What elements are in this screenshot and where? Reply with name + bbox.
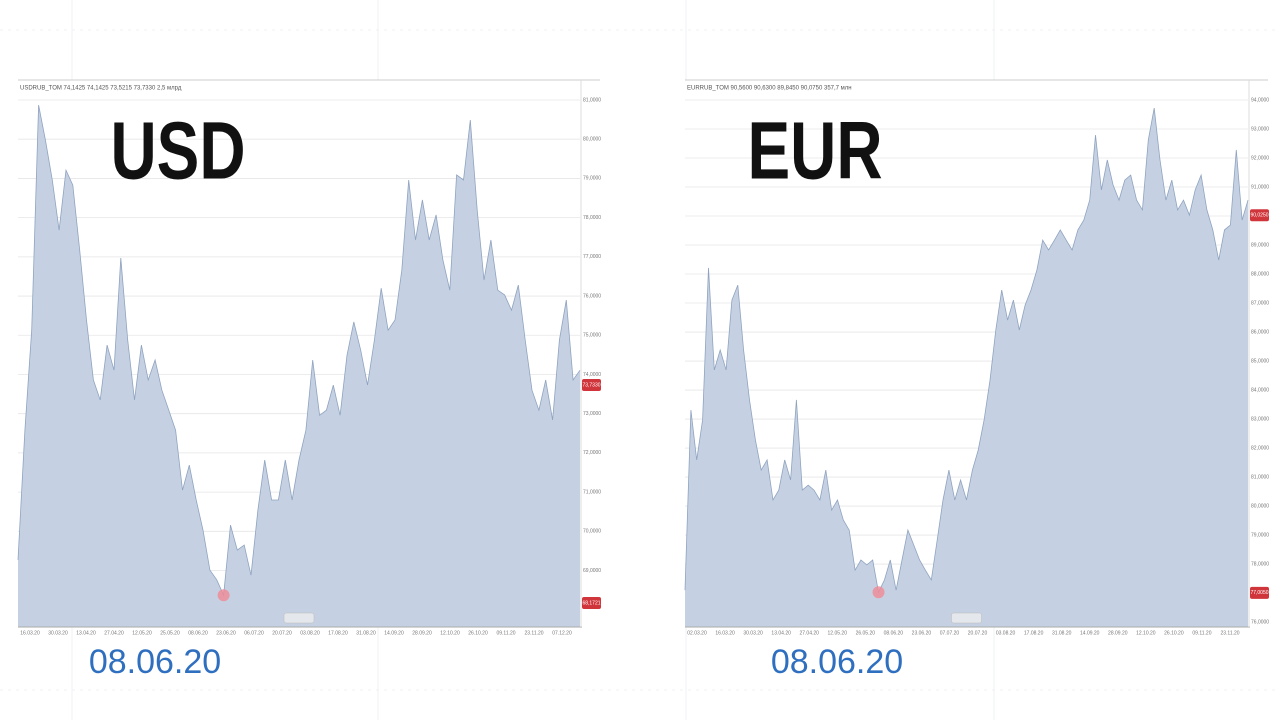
area-line xyxy=(17,105,581,597)
x-tick-label: 08.06.20 xyxy=(188,630,208,636)
low-marker xyxy=(872,586,885,599)
x-tick-label: 23.11.20 xyxy=(1220,630,1239,636)
x-tick-label: 27.04.20 xyxy=(104,630,124,636)
x-tick-label: 14.09.20 xyxy=(384,630,404,636)
x-tick-label: 13.04.20 xyxy=(771,630,791,636)
x-tick-label: 03.08.20 xyxy=(300,630,320,636)
y-tick-label: 81,0000 xyxy=(583,97,601,103)
x-tick-label: 27.04.20 xyxy=(799,630,819,636)
x-tick-label: 28.09.20 xyxy=(412,630,432,636)
x-tick-label: 26.10.20 xyxy=(1164,630,1184,636)
low-marker xyxy=(217,589,230,602)
y-tick-label: 79,0000 xyxy=(1251,532,1269,538)
y-tick-label: 69,0000 xyxy=(583,568,601,574)
x-tick-label: 14.09.20 xyxy=(1080,630,1100,636)
y-tick-label: 76,0000 xyxy=(1251,619,1269,625)
chart-title: USD xyxy=(110,104,245,197)
x-tick-label: 17.08.20 xyxy=(328,630,348,636)
y-tick-label: 92,0000 xyxy=(1251,155,1269,161)
area-line xyxy=(684,108,1249,594)
price-tag-label: 77,0050 xyxy=(1250,590,1268,596)
x-tick-label: 23.06.20 xyxy=(912,630,932,636)
y-tick-label: 94,0000 xyxy=(1251,97,1269,103)
x-tick-label: 16.03.20 xyxy=(715,630,735,636)
x-tick-label: 03.08.20 xyxy=(996,630,1016,636)
date-caption: 08.06.20 xyxy=(89,643,221,681)
x-tick-label: 26.05.20 xyxy=(856,630,876,636)
y-tick-label: 78,0000 xyxy=(1251,561,1269,567)
scroll-control xyxy=(283,612,315,624)
x-tick-label: 28.09.20 xyxy=(1108,630,1128,636)
scroll-control xyxy=(951,612,982,624)
x-tick-label: 16.03.20 xyxy=(20,630,40,636)
x-tick-label: 02.03.20 xyxy=(687,630,707,636)
x-tick-label: 23.11.20 xyxy=(524,630,543,636)
y-tick-label: 71,0000 xyxy=(583,489,601,495)
x-tick-label: 31.08.20 xyxy=(1052,630,1072,636)
y-tick-label: 70,0000 xyxy=(583,529,601,535)
price-tag-label: 73,7330 xyxy=(582,382,600,388)
x-tick-label: 08.06.20 xyxy=(884,630,904,636)
x-tick-label: 23.06.20 xyxy=(216,630,236,636)
y-tick-label: 82,0000 xyxy=(1251,445,1269,451)
y-tick-label: 73,0000 xyxy=(583,411,601,417)
y-tick-label: 76,0000 xyxy=(583,293,601,299)
date-caption: 08.06.20 xyxy=(771,643,903,681)
x-tick-label: 13.04.20 xyxy=(76,630,96,636)
x-tick-label: 31.08.20 xyxy=(356,630,376,636)
price-tag xyxy=(1250,209,1269,222)
chart-header: USDRUB_TOM 74,1425 74,1425 73,5215 73,73… xyxy=(20,86,182,92)
chart-title: EUR xyxy=(747,104,882,197)
price-tag xyxy=(1250,586,1269,599)
y-tick-label: 86,0000 xyxy=(1251,329,1269,335)
x-tick-label: 17.08.20 xyxy=(1024,630,1044,636)
y-tick-label: 87,0000 xyxy=(1251,300,1269,306)
y-tick-label: 72,0000 xyxy=(583,450,601,456)
price-tag xyxy=(582,596,601,609)
x-tick-label: 12.10.20 xyxy=(1136,630,1156,636)
y-tick-label: 79,0000 xyxy=(583,176,601,182)
y-tick-label: 80,0000 xyxy=(1251,503,1269,509)
x-tick-label: 20.07.20 xyxy=(272,630,292,636)
x-tick-label: 09.11.20 xyxy=(496,630,515,636)
x-tick-label: 07.07.20 xyxy=(940,630,960,636)
y-tick-label: 93,0000 xyxy=(1251,126,1269,132)
area-fill xyxy=(18,105,580,628)
x-tick-label: 12.05.20 xyxy=(828,630,848,636)
x-tick-label: 20.07.20 xyxy=(968,630,988,636)
price-tag-label: 90,0250 xyxy=(1250,213,1268,219)
y-tick-label: 91,0000 xyxy=(1251,184,1269,190)
y-tick-label: 74,0000 xyxy=(583,372,601,378)
x-tick-label: 07.12.20 xyxy=(552,630,572,636)
x-tick-label: 30.03.20 xyxy=(48,630,68,636)
x-tick-label: 09.11.20 xyxy=(1192,630,1211,636)
area-fill xyxy=(685,108,1248,628)
y-tick-label: 85,0000 xyxy=(1251,358,1269,364)
x-tick-label: 06.07.20 xyxy=(244,630,264,636)
y-tick-label: 75,0000 xyxy=(583,333,601,339)
y-tick-label: 84,0000 xyxy=(1251,387,1269,393)
y-tick-label: 80,0000 xyxy=(583,137,601,143)
y-tick-label: 78,0000 xyxy=(583,215,601,221)
price-tag-label: 68,1721 xyxy=(582,600,600,606)
x-tick-label: 12.05.20 xyxy=(132,630,152,636)
x-tick-label: 12.10.20 xyxy=(440,630,460,636)
x-tick-label: 26.10.20 xyxy=(468,630,488,636)
x-tick-label: 25.05.20 xyxy=(160,630,180,636)
y-tick-label: 81,0000 xyxy=(1251,474,1269,480)
price-tag xyxy=(582,378,601,391)
x-tick-label: 30.03.20 xyxy=(743,630,763,636)
y-tick-label: 77,0000 xyxy=(583,254,601,260)
y-tick-label: 88,0000 xyxy=(1251,271,1269,277)
y-tick-label: 89,0000 xyxy=(1251,242,1269,248)
y-tick-label: 83,0000 xyxy=(1251,416,1269,422)
chart-header: EURRUB_TOM 90,5600 90,6300 89,8450 90,07… xyxy=(687,86,852,92)
